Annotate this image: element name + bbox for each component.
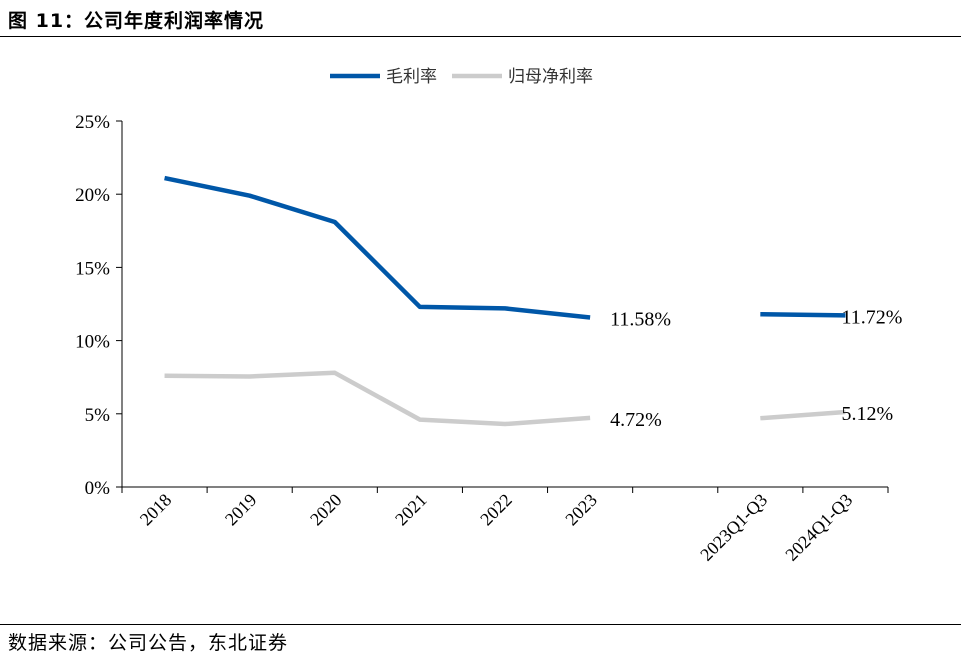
x-tick-label: 2021 <box>391 490 431 530</box>
figure-source: 数据来源：公司公告，东北证券 <box>8 632 289 654</box>
y-tick-label: 0% <box>85 478 111 499</box>
y-axis: 0% 5% 10% 15% 20% 25% <box>75 112 123 499</box>
y-tick-label: 20% <box>75 185 110 206</box>
y-tick-label: 15% <box>75 258 110 279</box>
x-tick-label: 2023 <box>561 490 601 530</box>
y-tick-label: 10% <box>75 332 110 353</box>
series-line-1 <box>164 370 591 427</box>
series-line-1 <box>760 409 846 421</box>
x-tick-label: 2023Q1-Q3 <box>696 490 771 565</box>
title-divider <box>0 36 961 37</box>
data-label: 11.72% <box>841 306 902 328</box>
data-labels: 11.58% 11.72% 4.72% 5.12% <box>610 306 902 430</box>
x-tick-label: 2018 <box>136 490 176 530</box>
data-label: 4.72% <box>610 409 662 431</box>
source-divider <box>0 624 961 625</box>
x-tick-label: 2020 <box>306 490 346 530</box>
y-tick-label: 5% <box>85 405 111 426</box>
legend-label-0: 毛利率 <box>386 67 437 87</box>
chart-legend: 毛利率 归母净利率 <box>330 67 593 87</box>
series-layer <box>164 175 846 427</box>
x-tick-label: 2024Q1-Q3 <box>781 490 856 565</box>
data-label: 5.12% <box>841 403 893 425</box>
figure-title: 图 11：公司年度利润率情况 <box>8 10 265 32</box>
series-line-0 <box>760 311 846 318</box>
x-tick-label: 2022 <box>476 490 516 530</box>
data-label: 11.58% <box>610 308 671 330</box>
x-tick-label: 2019 <box>221 490 261 530</box>
x-axis: 2018 2019 2020 2021 2022 2023 2023Q1-Q3 2024Q1-… <box>121 486 889 565</box>
legend-label-1: 归母净利率 <box>508 67 593 87</box>
y-tick-label: 25% <box>75 112 110 133</box>
series-line-0 <box>164 175 591 320</box>
